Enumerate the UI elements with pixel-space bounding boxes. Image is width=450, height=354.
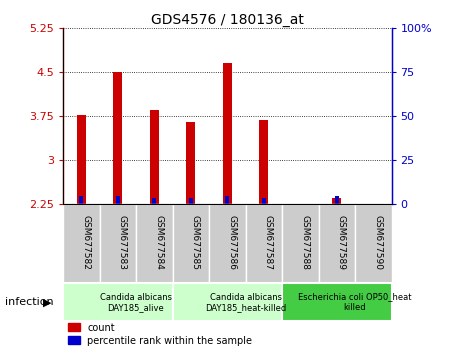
Text: GSM677585: GSM677585 (191, 216, 200, 270)
Bar (79, 196, 83, 204)
FancyBboxPatch shape (172, 283, 282, 321)
Text: GSM677589: GSM677589 (337, 216, 346, 270)
Text: Candida albicans
DAY185_heat-killed: Candida albicans DAY185_heat-killed (205, 293, 286, 312)
Bar (76, 115, 86, 204)
FancyBboxPatch shape (63, 283, 172, 321)
Text: GSM677587: GSM677587 (264, 216, 273, 270)
Bar (223, 63, 232, 204)
Bar (152, 198, 157, 204)
FancyBboxPatch shape (282, 204, 319, 283)
FancyBboxPatch shape (63, 204, 99, 283)
Bar (259, 120, 268, 204)
Text: GSM677582: GSM677582 (81, 216, 90, 270)
FancyBboxPatch shape (246, 204, 282, 283)
Text: GSM677590: GSM677590 (373, 216, 382, 270)
FancyBboxPatch shape (319, 204, 355, 283)
Text: ▶: ▶ (43, 297, 51, 307)
Text: GSM677586: GSM677586 (227, 216, 236, 270)
FancyBboxPatch shape (209, 204, 246, 283)
Bar (225, 196, 230, 204)
Title: GDS4576 / 180136_at: GDS4576 / 180136_at (151, 13, 304, 27)
FancyBboxPatch shape (355, 204, 392, 283)
Bar (113, 72, 122, 204)
Legend: count, percentile rank within the sample: count, percentile rank within the sample (68, 323, 252, 346)
Bar (334, 196, 339, 204)
Text: Candida albicans
DAY185_alive: Candida albicans DAY185_alive (100, 293, 172, 312)
Text: GSM677588: GSM677588 (300, 216, 309, 270)
FancyBboxPatch shape (99, 204, 136, 283)
FancyBboxPatch shape (172, 204, 209, 283)
FancyBboxPatch shape (282, 283, 392, 321)
Bar (261, 198, 266, 204)
Text: GSM677583: GSM677583 (118, 216, 127, 270)
Bar (116, 196, 120, 204)
Bar (186, 122, 195, 204)
Bar (150, 110, 159, 204)
Text: GSM677584: GSM677584 (154, 216, 163, 270)
Bar (332, 198, 341, 204)
FancyBboxPatch shape (136, 204, 172, 283)
Text: Escherichia coli OP50_heat
killed: Escherichia coli OP50_heat killed (298, 293, 412, 312)
Text: infection: infection (4, 297, 53, 307)
Bar (189, 198, 193, 204)
